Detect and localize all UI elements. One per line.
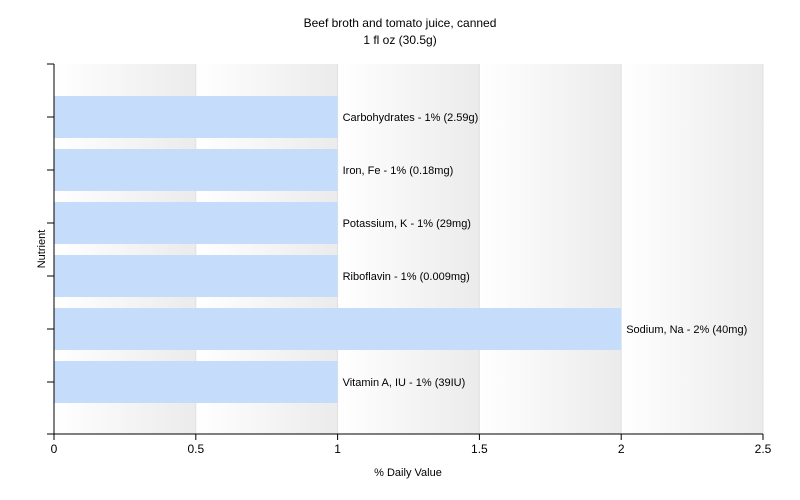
x-tick-label: 2 — [618, 442, 625, 456]
bar-label: Sodium, Na - 2% (40mg) — [626, 324, 747, 336]
plot-band — [479, 64, 622, 434]
bar-label: Iron, Fe - 1% (0.18mg) — [343, 165, 454, 177]
bar — [54, 255, 338, 297]
x-tick-label: 0 — [51, 442, 58, 456]
bar — [54, 361, 338, 403]
y-axis-label: Nutrient — [36, 230, 48, 269]
x-tick-label: 1 — [334, 442, 341, 456]
bar — [54, 96, 338, 138]
bar — [54, 202, 338, 244]
bar — [54, 149, 338, 191]
x-axis-label: % Daily Value — [374, 467, 442, 479]
bar-label: Vitamin A, IU - 1% (39IU) — [343, 377, 466, 389]
plot-band — [621, 64, 763, 434]
x-tick-label: 1.5 — [471, 442, 488, 456]
x-tick-label: 0.5 — [187, 442, 204, 456]
plot-band — [337, 64, 480, 434]
x-tick-label: 2.5 — [755, 442, 772, 456]
chart-title: Beef broth and tomato juice, canned — [304, 16, 497, 30]
bar — [54, 308, 622, 350]
bar-label: Carbohydrates - 1% (2.59g) — [343, 112, 479, 124]
bar-label: Riboflavin - 1% (0.009mg) — [343, 271, 470, 283]
bar-label: Potassium, K - 1% (29mg) — [343, 218, 471, 230]
chart-subtitle: 1 fl oz (30.5g) — [363, 33, 436, 47]
